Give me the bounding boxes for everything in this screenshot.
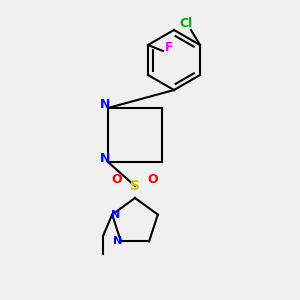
Text: S: S bbox=[130, 179, 140, 193]
Text: N: N bbox=[100, 152, 110, 165]
Text: Cl: Cl bbox=[180, 17, 193, 30]
Text: O: O bbox=[112, 173, 122, 186]
Text: N: N bbox=[100, 98, 110, 111]
Text: N: N bbox=[113, 236, 122, 246]
Text: F: F bbox=[165, 41, 173, 54]
Text: N: N bbox=[110, 210, 120, 220]
Text: O: O bbox=[148, 173, 158, 186]
